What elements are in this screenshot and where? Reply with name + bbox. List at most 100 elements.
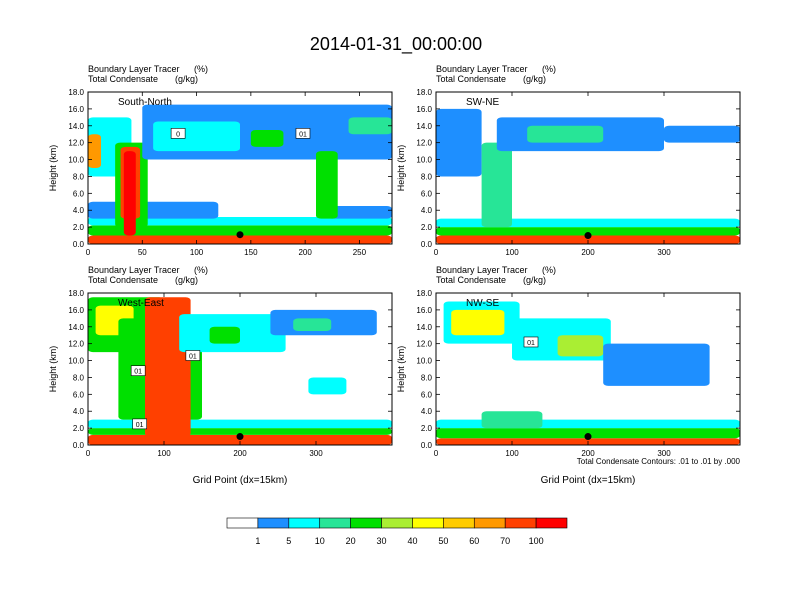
xtick-label: 100 <box>505 449 519 458</box>
xtick-label: 50 <box>138 248 147 257</box>
ytick-label: 18.0 <box>68 289 84 298</box>
location-marker <box>236 433 244 441</box>
ytick-label: 14.0 <box>68 122 84 131</box>
ytick-label: 12.0 <box>68 340 84 349</box>
ytick-label: 2.0 <box>421 223 433 232</box>
colorbar-label: 100 <box>529 536 544 546</box>
svg-text:01: 01 <box>134 369 142 376</box>
contour-label-1: 01 <box>295 128 311 139</box>
colorbar-label: 10 <box>315 536 325 546</box>
xtick-label: 200 <box>233 449 247 458</box>
tracer-field: 01 01 01 <box>88 297 392 445</box>
ytick-label: 18.0 <box>68 88 84 97</box>
field-unit: (%) <box>194 265 208 275</box>
field-cell-9 <box>123 151 136 236</box>
field-cell-1 <box>436 227 740 236</box>
colorbar-swatch <box>535 517 568 529</box>
colorbar-swatch <box>257 517 290 529</box>
field-cell-3 <box>88 201 219 219</box>
panel-label: SW-NE <box>466 97 499 108</box>
ytick-label: 14.0 <box>416 323 432 332</box>
panel-nw-se: 01 0.0 2.0 4.0 6.0 8.0 10.0 12.0 14.0 16.0 18.0 0 10… <box>396 265 741 486</box>
colorbar-label: 50 <box>438 536 448 546</box>
colorbar-label: 5 <box>286 536 291 546</box>
colorbar-label: 60 <box>469 536 479 546</box>
ytick-label: 8.0 <box>73 373 85 382</box>
xtick-label: 0 <box>86 248 91 257</box>
field-cell-3 <box>436 108 482 177</box>
ytick-label: 12.0 <box>416 139 432 148</box>
ytick-label: 0.0 <box>73 441 85 450</box>
ytick-label: 0.0 <box>73 240 85 249</box>
location-marker <box>236 231 244 239</box>
contour-unit: (g/kg) <box>175 275 198 285</box>
svg-text:0: 0 <box>176 131 180 138</box>
ytick-label: 8.0 <box>421 172 433 181</box>
ytick-label: 16.0 <box>68 105 84 114</box>
panels-group: 0 010.02.04.06.08.010.012.014.016.018.00 5… <box>48 64 741 486</box>
ytick-label: 8.0 <box>73 172 85 181</box>
field-title: Boundary Layer Tracer <box>88 265 180 275</box>
figure-title: 2014-01-31_00:00:00 <box>310 34 482 55</box>
ytick-label: 2.0 <box>73 424 85 433</box>
ytick-label: 10.0 <box>68 357 84 366</box>
colorbar-swatch <box>412 517 444 529</box>
ytick-label: 12.0 <box>68 139 84 148</box>
xtick-label: 0 <box>434 248 439 257</box>
ytick-label: 16.0 <box>416 306 432 315</box>
field-cell-11 <box>153 121 240 152</box>
contour-unit: (g/kg) <box>523 275 546 285</box>
panel-label: South-North <box>118 97 172 108</box>
ytick-label: 10.0 <box>68 156 84 165</box>
panel-frame <box>87 91 393 245</box>
field-cell-7 <box>664 125 740 143</box>
ytick-label: 14.0 <box>68 323 84 332</box>
colorbar-swatch <box>443 517 475 529</box>
field-cell-12 <box>250 130 284 147</box>
colorbar-swatch <box>226 517 259 529</box>
location-marker <box>584 433 592 441</box>
y-axis-label: Height (km) <box>48 346 58 393</box>
ytick-label: 10.0 <box>416 357 432 366</box>
contour-title: Total Condensate <box>436 74 506 84</box>
contour-title: Total Condensate <box>88 275 158 285</box>
field-cell-4 <box>451 309 505 336</box>
colorbar-label: 20 <box>346 536 356 546</box>
location-marker <box>584 232 592 240</box>
colorbar-swatch <box>473 517 506 529</box>
ytick-label: 0.0 <box>421 441 433 450</box>
field-cell-14 <box>316 151 338 219</box>
field-cell-2 <box>88 216 392 226</box>
y-axis-label: Height (km) <box>396 145 406 192</box>
ytick-label: 0.0 <box>421 240 433 249</box>
contour-title: Total Condensate <box>436 275 506 285</box>
ytick-label: 4.0 <box>421 206 433 215</box>
field-cell-6 <box>527 125 604 143</box>
contour-unit: (g/kg) <box>523 74 546 84</box>
field-title: Boundary Layer Tracer <box>88 64 180 74</box>
field-cell-8 <box>481 411 543 429</box>
field-title: Boundary Layer Tracer <box>436 265 528 275</box>
xtick-label: 100 <box>505 248 519 257</box>
ytick-label: 12.0 <box>416 340 432 349</box>
colorbar-swatch <box>504 517 537 529</box>
ytick-label: 2.0 <box>73 223 85 232</box>
ytick-label: 14.0 <box>416 122 432 131</box>
colorbar-swatch <box>350 517 382 529</box>
xtick-label: 150 <box>244 248 258 257</box>
y-axis-label: Height (km) <box>396 346 406 393</box>
xtick-label: 300 <box>309 449 323 458</box>
colorbar-label: 30 <box>377 536 387 546</box>
xtick-label: 200 <box>298 248 312 257</box>
xtick-label: 300 <box>657 449 671 458</box>
ytick-label: 6.0 <box>73 189 85 198</box>
ytick-label: 10.0 <box>416 156 432 165</box>
svg-text:01: 01 <box>527 340 535 347</box>
ytick-label: 18.0 <box>416 88 432 97</box>
contour-label-1: 01 <box>130 365 146 376</box>
ytick-label: 6.0 <box>421 390 433 399</box>
xtick-label: 250 <box>353 248 367 257</box>
svg-text:01: 01 <box>299 131 307 138</box>
ytick-label: 4.0 <box>73 407 85 416</box>
xtick-label: 200 <box>581 248 595 257</box>
